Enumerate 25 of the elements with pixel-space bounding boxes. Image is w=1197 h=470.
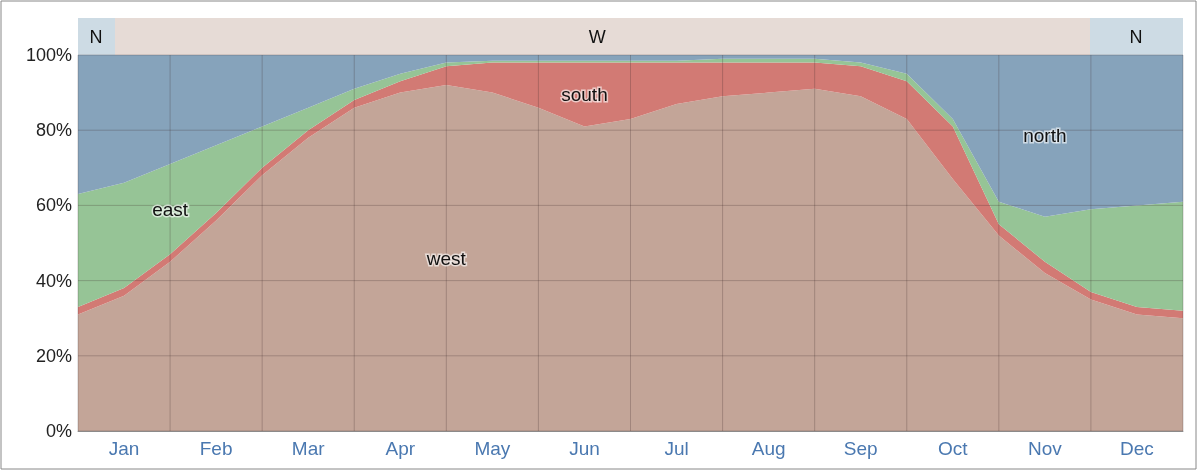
text: N	[89, 26, 103, 47]
x-tick-label: Mar	[291, 438, 326, 459]
x-tick-label: Nov	[1027, 438, 1063, 459]
text: W	[588, 26, 606, 47]
series-label: east	[152, 198, 189, 220]
x-tick-label: Feb	[199, 438, 233, 459]
series-label: west	[425, 247, 467, 269]
y-tick-label: 40%	[35, 270, 72, 291]
x-tick-label: Jun	[569, 438, 600, 459]
series-label: north	[1023, 125, 1067, 147]
y-tick-label: 100%	[25, 45, 72, 65]
y-tick-label: 60%	[35, 195, 72, 216]
text: N	[1129, 26, 1143, 47]
x-tick-label: Aug	[751, 438, 786, 459]
x-tick-label: Dec	[1120, 438, 1154, 459]
y-tick-label: 20%	[35, 345, 72, 366]
x-tick-label: Sep	[843, 438, 878, 459]
y-tick-label: 0%	[45, 421, 72, 441]
x-tick-label: Apr	[385, 438, 416, 459]
x-tick-label: May	[474, 438, 511, 459]
y-tick-label: 80%	[35, 120, 72, 141]
x-tick-label: Jan	[108, 438, 140, 459]
x-tick-label: Oct	[938, 438, 969, 459]
x-tick-label: Jul	[664, 438, 689, 459]
series-label: south	[561, 83, 608, 105]
